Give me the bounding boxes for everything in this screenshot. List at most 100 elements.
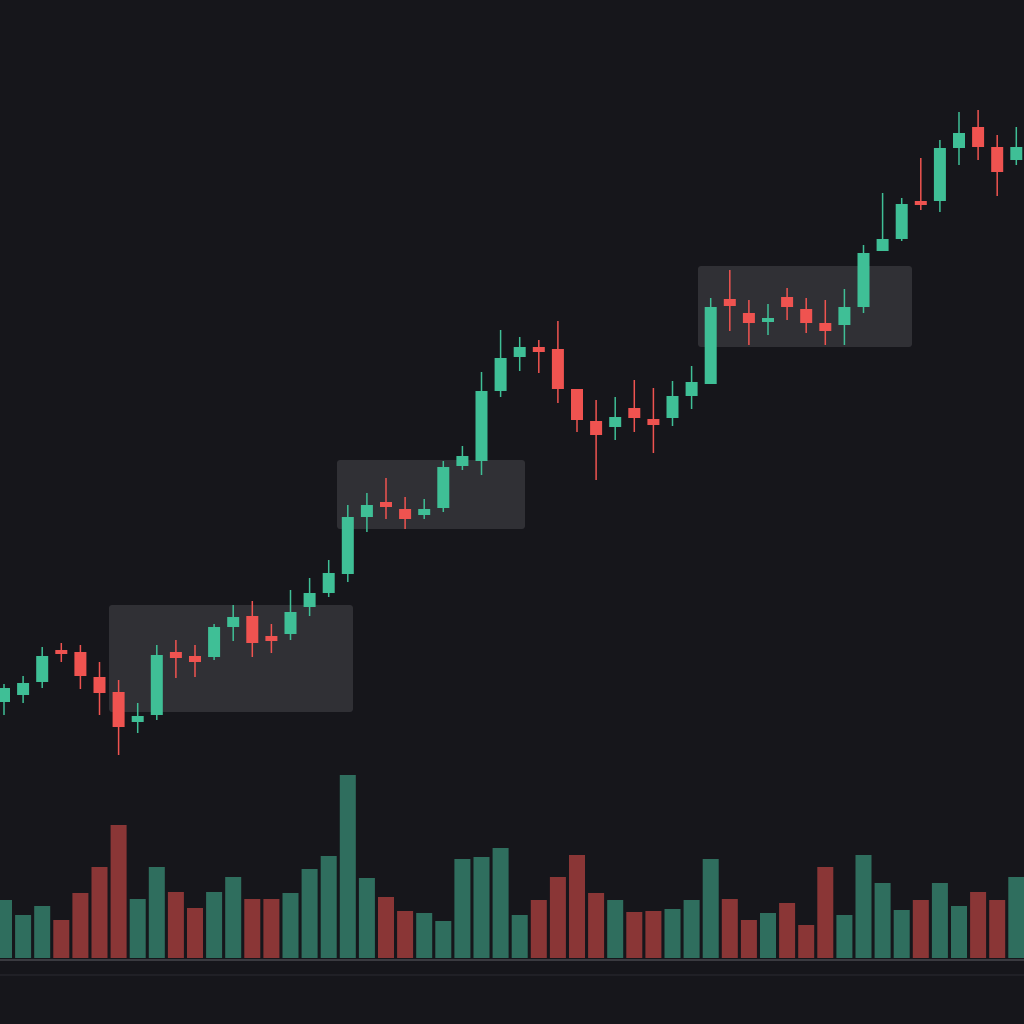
volume-bar xyxy=(358,878,375,958)
candle-body xyxy=(380,502,392,507)
volume-bar xyxy=(339,775,356,958)
candle-body xyxy=(551,349,564,389)
volume-bar xyxy=(1008,877,1024,958)
volume-bar xyxy=(320,856,337,958)
volume-bar xyxy=(626,912,643,958)
volume-bar xyxy=(817,867,834,958)
volume-bar xyxy=(129,899,146,958)
candle-body xyxy=(456,456,469,466)
volume-bar xyxy=(836,915,853,958)
candle-body xyxy=(513,347,526,357)
candle-body xyxy=(360,505,373,517)
candle-body xyxy=(781,297,794,307)
candle-body xyxy=(1010,147,1023,160)
volume-bar xyxy=(416,913,433,958)
volume-bar xyxy=(187,908,203,958)
candle-body xyxy=(590,421,603,435)
volume-bar xyxy=(492,848,509,958)
volume-bar xyxy=(511,915,528,958)
volume-bar xyxy=(378,897,394,958)
candle-body xyxy=(628,408,641,418)
candle-body xyxy=(723,299,736,306)
candle-body xyxy=(933,148,946,201)
volume-bar xyxy=(454,859,471,958)
candle-body xyxy=(112,692,125,727)
volume-bar xyxy=(970,892,987,958)
volume-bar xyxy=(664,909,681,958)
volume-bar xyxy=(874,883,891,958)
volume-bar xyxy=(760,913,776,958)
candle-body xyxy=(131,716,144,722)
candle-body xyxy=(742,313,755,323)
candle-body xyxy=(284,612,297,634)
candle-body xyxy=(666,396,679,418)
volume-bar xyxy=(72,893,89,958)
volume-bar xyxy=(779,903,796,958)
volume-bar xyxy=(912,900,929,958)
volume-bar xyxy=(702,859,719,958)
candle-body xyxy=(227,617,240,627)
volume-bar xyxy=(435,921,452,958)
volume-bar xyxy=(263,899,280,958)
candle-body xyxy=(685,382,698,396)
candle-body xyxy=(399,509,412,519)
volume-bar xyxy=(645,911,662,958)
candle-body xyxy=(55,650,68,654)
volume-bar xyxy=(530,900,547,958)
candle-body xyxy=(74,652,87,676)
volume-bar xyxy=(167,892,184,958)
candle-body xyxy=(800,309,813,323)
candle-body xyxy=(169,652,182,658)
volume-bar xyxy=(244,899,261,958)
candle-body xyxy=(0,688,10,702)
volume-bar xyxy=(91,867,108,958)
volume-bar xyxy=(301,869,318,958)
candle-body xyxy=(972,127,985,147)
candle-body xyxy=(838,307,851,325)
volume-bar xyxy=(683,900,700,958)
candle-body xyxy=(150,655,163,715)
volume-bar xyxy=(397,911,414,958)
volume-bar xyxy=(206,892,223,958)
volume-bar xyxy=(893,910,910,958)
candle-body xyxy=(418,509,431,515)
volume-bar xyxy=(721,899,738,958)
candle-body xyxy=(819,323,832,331)
volume-bar xyxy=(549,877,566,958)
volume-bar xyxy=(110,825,127,958)
volume-bar xyxy=(798,925,815,958)
candle-body xyxy=(246,616,259,643)
volume-bar xyxy=(989,900,1006,958)
volume-bar xyxy=(740,920,757,958)
candle-body xyxy=(762,318,774,322)
volume-bar xyxy=(225,877,242,958)
candle-body xyxy=(341,517,354,574)
volume-bar xyxy=(473,857,490,958)
candle-body xyxy=(475,391,488,461)
volume-bar xyxy=(931,883,948,958)
candle-body xyxy=(322,573,335,593)
volume-bar xyxy=(282,893,299,958)
volume-bar xyxy=(607,900,624,958)
candle-body xyxy=(303,593,316,607)
candle-body xyxy=(93,677,106,693)
volume-bar xyxy=(0,900,12,958)
candle-body xyxy=(895,204,908,239)
volume-bar xyxy=(34,906,51,958)
candle-body xyxy=(857,253,870,307)
candle-body xyxy=(609,417,622,427)
candle-body xyxy=(953,133,965,148)
volume-bar xyxy=(588,893,605,958)
candle-body xyxy=(571,389,583,420)
candle-body xyxy=(36,656,49,682)
candle-body xyxy=(208,627,221,657)
volume-bar xyxy=(569,855,585,958)
candle-body xyxy=(914,201,927,205)
candle-body xyxy=(189,656,201,662)
candle-body xyxy=(647,419,660,425)
candle-body xyxy=(437,467,450,508)
candle-body xyxy=(876,239,889,251)
candle-body xyxy=(991,147,1004,172)
candle-body xyxy=(494,358,507,391)
